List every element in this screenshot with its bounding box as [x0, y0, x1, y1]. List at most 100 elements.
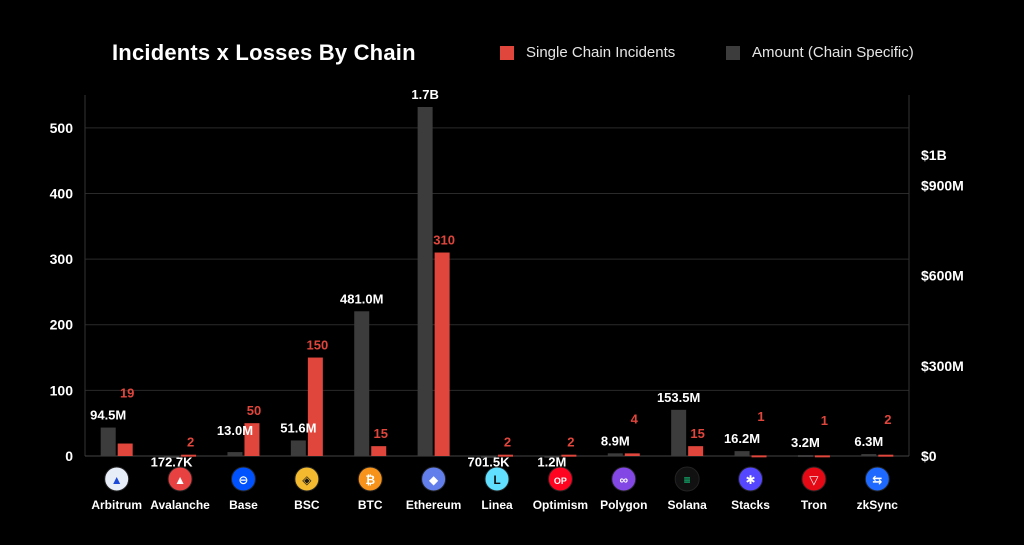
ethereum-icon-glyph: ◆	[429, 473, 439, 487]
y-right-tick-label: $300M	[921, 358, 964, 374]
ethereum-icon	[421, 466, 447, 492]
y-left-tick-label: 200	[50, 317, 74, 333]
x-tick-label-avalanche: Avalanche	[150, 498, 210, 512]
bar-incidents-base	[244, 423, 260, 456]
bar-incidents-arbitrum	[117, 443, 133, 456]
x-tick-label-linea: Linea	[481, 498, 513, 512]
data-label-amount-base: 13.0M	[217, 423, 253, 438]
x-tick-label-optimism: Optimism	[533, 498, 588, 512]
bar-amount-bsc	[290, 440, 306, 456]
y-left-tick-label: 0	[65, 448, 73, 464]
base-icon-glyph: ⊖	[238, 473, 248, 487]
solana-icon-glyph: ≡	[684, 473, 691, 487]
y-right-tick-label: $900M	[921, 177, 964, 193]
y-right-tick-label: $1B	[921, 147, 947, 163]
bar-incidents-linea	[498, 454, 513, 457]
y-left-tick-label: 100	[50, 382, 74, 398]
data-label-incidents-ethereum: 310	[433, 233, 455, 248]
data-label-incidents-solana: 15	[690, 426, 704, 441]
bar-incidents-btc	[371, 446, 387, 456]
bar-amount-ethereum	[417, 107, 433, 456]
data-label-amount-zksync: 6.3M	[854, 434, 883, 449]
bar-incidents-tron	[814, 455, 830, 458]
linea-icon	[484, 466, 510, 492]
bar-amount-linea	[481, 455, 496, 458]
x-tick-label-bsc: BSC	[294, 498, 320, 512]
bar-amount-base	[227, 452, 243, 456]
bar-amount-optimism	[544, 455, 560, 458]
bar-incidents-optimism	[561, 454, 577, 457]
data-label-amount-optimism: 1.2M	[537, 455, 566, 470]
x-tick-label-solana: Solana	[667, 498, 707, 512]
x-tick-label-ethereum: Ethereum	[406, 498, 461, 512]
legend-label-incidents: Single Chain Incidents	[526, 44, 676, 61]
btc-icon-glyph: ₿	[365, 473, 375, 487]
y-left-tick-label: 500	[50, 120, 74, 136]
optimism-icon-glyph: OP	[554, 476, 567, 486]
x-tick-label-zksync: zkSync	[857, 498, 899, 512]
bar-amount-stacks	[734, 451, 750, 456]
y-left-tick-label: 400	[50, 185, 74, 201]
btc-icon	[357, 466, 383, 492]
zksync-icon-glyph: ⇆	[872, 473, 882, 487]
x-tick-label-btc: BTC	[358, 498, 383, 512]
avalanche-icon	[167, 466, 193, 492]
bar-amount-solana	[671, 409, 687, 456]
bar-amount-polygon	[607, 453, 623, 456]
tron-icon	[801, 466, 827, 492]
bar-incidents-bsc	[307, 357, 323, 456]
x-tick-label-polygon: Polygon	[600, 498, 647, 512]
data-label-incidents-linea: 2	[504, 435, 511, 450]
y-right-tick-label: $600M	[921, 268, 964, 284]
data-label-incidents-bsc: 150	[306, 338, 328, 353]
y-right-tick-label: $0	[921, 448, 937, 464]
x-tick-label-stacks: Stacks	[731, 498, 770, 512]
data-label-amount-solana: 153.5M	[657, 390, 700, 405]
avalanche-icon-glyph: ▲	[174, 473, 186, 487]
stacks-icon-glyph: ✱	[746, 473, 756, 487]
bar-incidents-stacks	[751, 455, 767, 458]
base-icon	[230, 466, 256, 492]
bar-incidents-polygon	[624, 453, 640, 456]
legend-label-amount: Amount (Chain Specific)	[752, 44, 914, 61]
data-label-incidents-arbitrum: 19	[120, 386, 134, 401]
data-label-incidents-optimism: 2	[567, 435, 574, 450]
linea-icon-glyph: L	[493, 473, 500, 487]
data-label-amount-linea: 701.5K	[468, 455, 511, 470]
bar-incidents-ethereum	[434, 252, 450, 456]
arbitrum-icon-glyph: ▲	[111, 473, 123, 487]
legend-swatch-amount	[726, 45, 740, 60]
data-label-amount-arbitrum: 94.5M	[90, 408, 126, 423]
chart-title: Incidents x Losses By Chain	[112, 40, 416, 65]
data-label-incidents-zksync: 2	[884, 412, 891, 427]
x-tick-label-tron: Tron	[801, 498, 827, 512]
data-label-amount-avalanche: 172.7K	[151, 455, 194, 470]
stacks-icon	[738, 466, 764, 492]
zksync-icon	[864, 466, 890, 492]
x-tick-label-arbitrum: Arbitrum	[91, 498, 142, 512]
bar-incidents-zksync	[878, 454, 894, 457]
data-label-incidents-btc: 15	[373, 426, 387, 441]
data-label-incidents-base: 50	[247, 403, 261, 418]
polygon-icon	[611, 466, 637, 492]
bar-amount-btc	[354, 311, 370, 456]
optimism-icon	[547, 466, 573, 492]
data-label-incidents-polygon: 4	[631, 411, 639, 426]
data-label-incidents-avalanche: 2	[187, 435, 194, 450]
legend-item-amount: Amount (Chain Specific)	[726, 44, 914, 61]
bsc-icon-glyph: ◈	[302, 473, 312, 487]
data-label-amount-bsc: 51.6M	[280, 420, 316, 435]
data-label-incidents-tron: 1	[821, 413, 828, 428]
data-label-amount-stacks: 16.2M	[724, 431, 760, 446]
arbitrum-icon	[104, 466, 130, 492]
data-label-amount-tron: 3.2M	[791, 435, 820, 450]
bar-amount-zksync	[861, 454, 877, 457]
polygon-icon-glyph: ∞	[619, 473, 628, 487]
legend-item-incidents: Single Chain Incidents	[500, 44, 675, 61]
legend-swatch-incidents	[500, 45, 514, 60]
data-label-incidents-stacks: 1	[757, 409, 764, 424]
solana-icon	[674, 466, 700, 492]
y-left-tick-label: 300	[50, 251, 74, 267]
